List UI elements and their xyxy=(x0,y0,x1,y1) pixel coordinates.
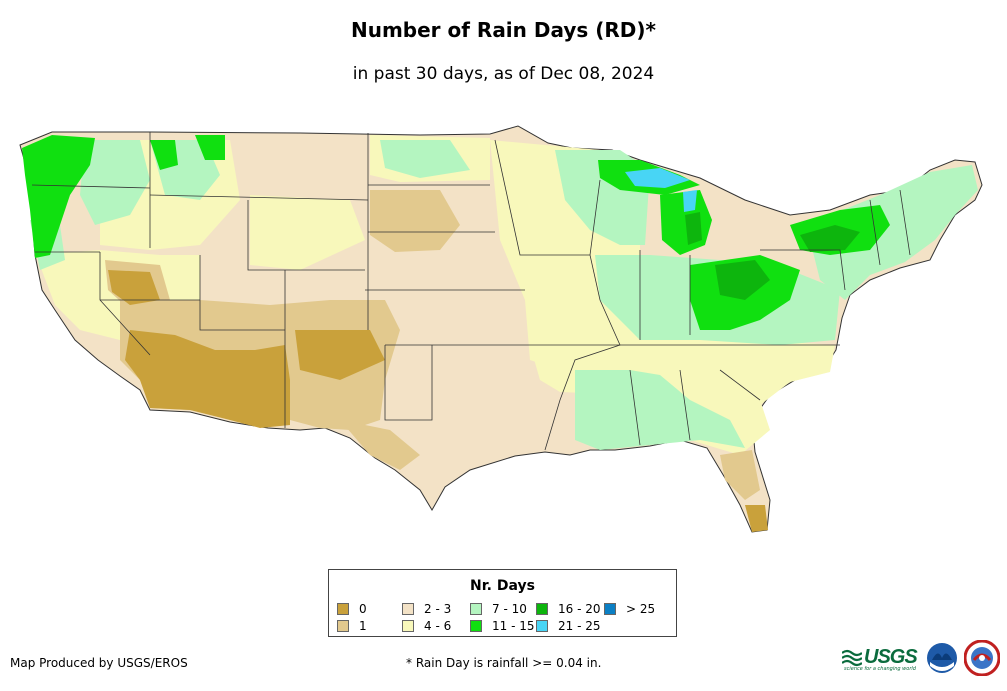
legend-label: 21 - 25 xyxy=(558,619,601,633)
legend-item-3: 4 - 6 xyxy=(402,619,451,633)
legend-item-7: 21 - 25 xyxy=(536,619,601,633)
zone-1-fl xyxy=(720,450,760,500)
legend-swatch xyxy=(536,620,548,632)
border-ks-ok xyxy=(365,289,525,346)
legend-label: 0 xyxy=(359,602,367,616)
legend-swatch xyxy=(470,603,482,615)
zone-0-arizona xyxy=(125,330,290,428)
border-mt-south xyxy=(149,194,369,201)
legend-title: Nr. Days xyxy=(470,578,535,594)
legend-swatch xyxy=(536,603,548,615)
legend-label: 11 - 15 xyxy=(492,619,535,633)
zone-0-nv xyxy=(108,270,160,305)
border-wa-or xyxy=(31,184,151,189)
zone-16-20-ny xyxy=(800,225,860,252)
border-south xyxy=(525,344,840,446)
usgs-wave-icon xyxy=(842,649,862,666)
zone-7-10-nd xyxy=(380,140,470,178)
zone-16-20-oh xyxy=(715,260,770,300)
legend-item-2: 2 - 3 xyxy=(402,602,451,616)
legend-item-1: 1 xyxy=(337,619,367,633)
legend-swatch xyxy=(337,603,349,615)
legend-swatch xyxy=(337,620,349,632)
legend-label: 1 xyxy=(359,619,367,633)
legend-label: > 25 xyxy=(626,602,656,616)
usgs-wordmark: USGS xyxy=(864,646,918,668)
legend-item-6: 16 - 20 xyxy=(536,602,601,616)
zone-11-15-mt xyxy=(195,135,225,160)
legend-item-4: 7 - 10 xyxy=(470,602,527,616)
agency-logos: USGS science for a changing world xyxy=(842,640,1002,680)
zone-21-25-superior xyxy=(625,168,690,188)
credit-text: Map Produced by USGS/EROS xyxy=(10,656,188,670)
border-ut-az xyxy=(100,255,285,331)
legend-swatch xyxy=(402,603,414,615)
legend-item-0: 0 xyxy=(337,602,367,616)
usgs-tagline: science for a changing world xyxy=(844,666,916,672)
legend-swatch xyxy=(402,620,414,632)
usgs-logo: USGS xyxy=(842,646,918,669)
zone-1-wyoming xyxy=(370,190,460,252)
legend: Nr. Days 0 1 2 - 3 4 - 6 7 - 10 11 - 15 … xyxy=(328,569,677,637)
border-dakotas xyxy=(367,133,495,330)
border-tx xyxy=(384,345,433,421)
zone-21-25-mi xyxy=(683,190,697,212)
legend-label: 4 - 6 xyxy=(424,619,452,633)
zone-11-15-idaho xyxy=(150,140,178,170)
zone-0-fl xyxy=(745,505,768,532)
state-borders xyxy=(31,132,911,451)
legend-label: 16 - 20 xyxy=(558,602,601,616)
zone-7-10-gulf xyxy=(575,370,745,450)
zone-16-20-mi xyxy=(685,212,702,245)
national-weather-service-logo-icon xyxy=(964,640,1000,676)
legend-swatch xyxy=(470,620,482,632)
zone-1-tx xyxy=(340,420,420,470)
legend-label: 7 - 10 xyxy=(492,602,527,616)
border-mississippi xyxy=(494,139,621,451)
legend-swatch xyxy=(604,603,616,615)
zone-0-nm xyxy=(295,330,385,380)
noaa-logo-icon xyxy=(927,643,957,673)
zone-7-10-northeast xyxy=(810,165,978,300)
border-northeast xyxy=(760,189,911,291)
border-co-wy xyxy=(247,200,365,271)
zone-4-6-mt xyxy=(250,195,365,270)
zone-11-15-pnw xyxy=(22,135,95,258)
zone-7-10-nwmt xyxy=(80,140,150,225)
footnote-text: * Rain Day is rainfall >= 0.04 in. xyxy=(406,656,602,670)
border-midwest xyxy=(589,179,691,340)
legend-item-5: 11 - 15 xyxy=(470,619,535,633)
legend-item-8: > 25 xyxy=(604,602,655,616)
rain-day-zones xyxy=(22,135,978,532)
legend-label: 2 - 3 xyxy=(424,602,452,616)
map-title: Number of Rain Days (RD)* xyxy=(350,18,656,42)
map-subtitle: in past 30 days, as of Dec 08, 2024 xyxy=(352,64,655,84)
